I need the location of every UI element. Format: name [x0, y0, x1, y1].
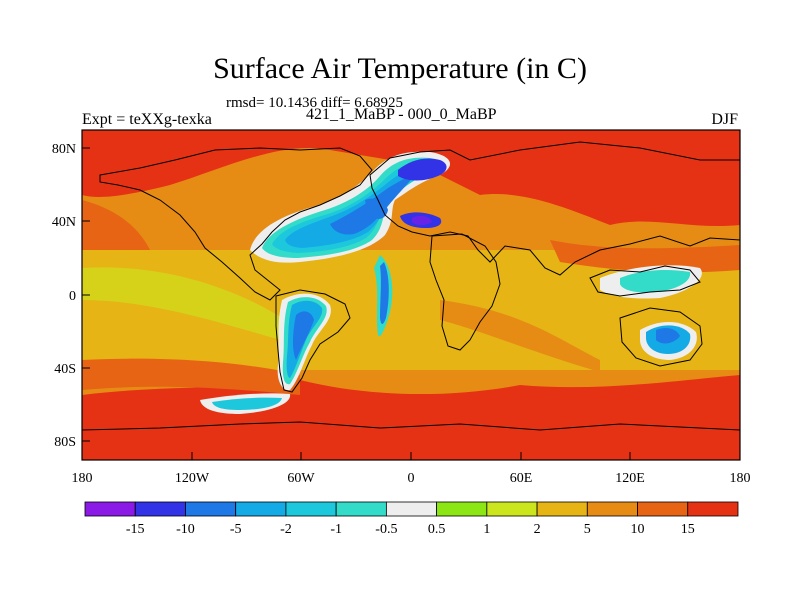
colorbar-swatch: [687, 501, 739, 517]
experiment-label: Expt = teXXg-texka: [82, 111, 212, 128]
x-tick-label: 0: [408, 471, 415, 486]
colorbar-swatch: [235, 501, 287, 517]
colorbar-label: -10: [176, 522, 195, 537]
colorbar-swatch: [285, 501, 337, 517]
colorbar-swatch: [586, 501, 638, 517]
x-tick-label: 120E: [615, 471, 645, 486]
plot-title: Surface Air Temperature (in C): [213, 52, 587, 85]
axis-ticks: [81, 147, 741, 460]
x-tick-label: 180: [72, 471, 93, 486]
y-tick-label: 40S: [54, 362, 76, 377]
colorbar-swatch: [637, 501, 689, 517]
season-label: DJF: [711, 111, 738, 128]
colorbar-label: -2: [280, 522, 292, 537]
x-tick-label: 120W: [175, 471, 210, 486]
colorbar-label: 15: [681, 522, 695, 537]
x-tick-label: 60W: [287, 471, 315, 486]
colorbar-label: -1: [330, 522, 342, 537]
colorbar-label: 0.5: [428, 522, 446, 537]
colorbar-swatch: [134, 501, 186, 517]
colorbar: -15 -10 -5 -2 -1 -0.5 0.5 1 2 5 10 15: [84, 501, 739, 537]
colorbar-label: -0.5: [375, 522, 397, 537]
colorbar-label: -15: [126, 522, 145, 537]
y-tick-label: 40N: [52, 215, 76, 230]
colorbar-label: 1: [483, 522, 490, 537]
y-tick-label: 80S: [54, 435, 76, 450]
continent-outlines: [82, 141, 740, 431]
colorbar-swatch: [84, 501, 136, 517]
y-tick-label: 80N: [52, 142, 76, 157]
colorbar-label: 5: [584, 522, 591, 537]
stats-subtitle: rmsd= 10.1436 diff= 6.68925: [226, 95, 404, 111]
colorbar-swatch: [536, 501, 588, 517]
colorbar-label: -5: [230, 522, 242, 537]
y-tick-labels: 80N 40N 0 40S 80S: [52, 142, 76, 450]
colorbar-label: 10: [631, 522, 645, 537]
temperature-field: [82, 130, 740, 460]
colorbar-swatch: [436, 501, 488, 517]
x-tick-labels: 180 120W 60W 0 60E 120E 180: [72, 471, 751, 486]
x-tick-label: 180: [730, 471, 751, 486]
y-tick-label: 0: [69, 289, 76, 304]
colorbar-label: 2: [534, 522, 541, 537]
colorbar-swatch: [486, 501, 538, 517]
colorbar-swatch: [185, 501, 237, 517]
colorbar-swatch: [335, 501, 387, 517]
colorbar-swatch: [385, 501, 438, 517]
period-label: 421_1_MaBP - 000_0_MaBP: [306, 106, 497, 123]
x-tick-label: 60E: [510, 471, 533, 486]
